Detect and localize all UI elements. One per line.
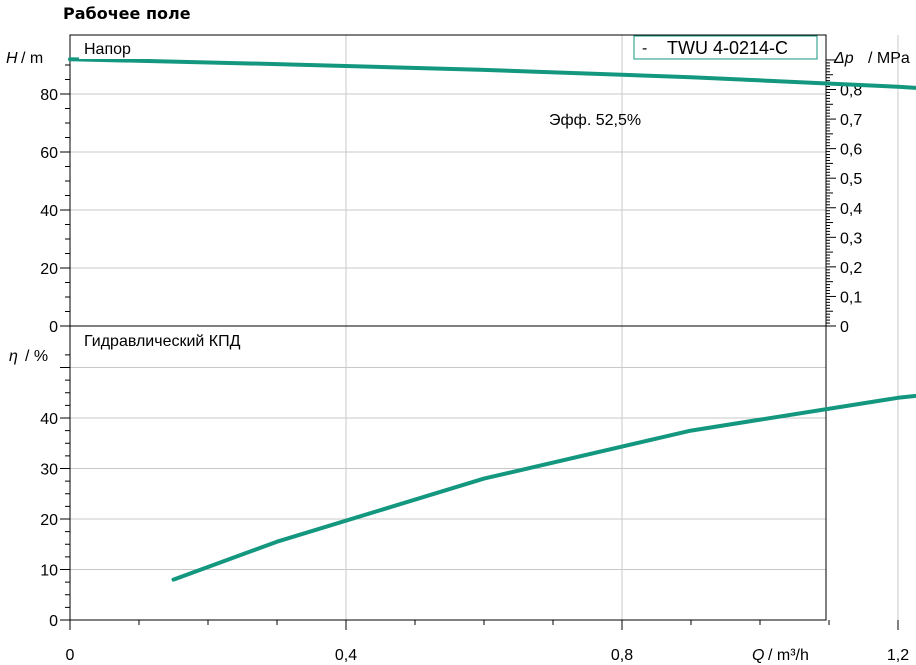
head-axis-unit: / m [21,50,43,67]
legend-label: TWU 4-0214-C [667,38,788,58]
head-panel-label-bg [79,37,163,59]
eff-tick-label: 20 [40,512,58,529]
eff-tick-label: 40 [40,411,58,428]
x-axis-unit: / m³/h [768,647,809,664]
curve-layer [68,57,916,582]
pressure-tick-label: 0,3 [840,230,862,247]
eff-panel-frame [69,325,827,621]
head-tick-label: 60 [40,145,58,162]
eff-axis-unit: / % [25,348,48,365]
pressure-tick-label: 0 [840,319,849,336]
frame-layer [69,34,827,621]
grid-layer [70,35,899,620]
head-panel-label: Напор [84,41,131,58]
pressure-tick-label: 0,5 [840,171,862,188]
x-tick-label: 0,4 [335,647,357,664]
eff-panel-label: Гидравлический КПД [84,333,241,350]
pressure-tick-label: 0,7 [840,112,862,129]
head-tick-label: 20 [40,261,58,278]
head-axis-symbol: H [6,50,18,67]
pressure-tick-label: 0,4 [840,201,862,218]
eff-tick-label: 0 [49,613,58,630]
ticks-layer: 0 20 40 60 80 0 0,1 0,2 0,3 0,4 0,5 0,6 0,7 0,8 0 10 20 3… [40,59,909,664]
head-tick-label: 40 [40,203,58,220]
x-axis-symbol: Q [752,647,764,664]
page-title: Рабочее поле [63,4,191,23]
eff-axis-symbol: η [9,348,18,365]
pressure-axis-unit: / MPa [868,50,910,67]
pressure-tick-label: 0,1 [840,289,862,306]
x-tick-label: 0 [66,647,75,664]
x-tick-label: 1,2 [887,647,909,664]
legend-box [633,35,818,60]
eff-tick-label: 30 [40,462,58,479]
efficiency-curve [171,393,916,582]
pressure-axis-symbol: Δp [833,50,854,67]
operating-point-label: Эфф. 52,5% [549,112,641,129]
pressure-tick-label: 0,6 [840,142,862,159]
pressure-tick-label: 0,2 [840,260,862,277]
legend-marker: - [642,40,647,57]
head-tick-label: 0 [49,319,58,336]
eff-tick-label: 10 [40,563,58,580]
head-curve [68,57,916,90]
eff-panel-label-bg [80,328,264,350]
head-tick-label: 80 [40,87,58,104]
x-tick-label: 0,8 [611,647,633,664]
